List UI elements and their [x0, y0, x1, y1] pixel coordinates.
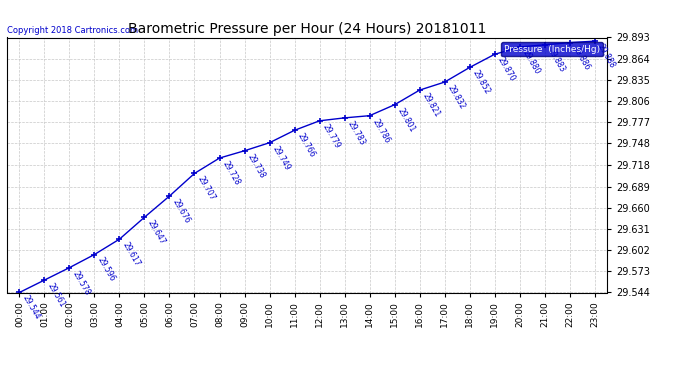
Text: 29.786: 29.786 — [371, 117, 392, 144]
Text: 29.561: 29.561 — [46, 282, 67, 309]
Text: 29.779: 29.779 — [321, 122, 342, 150]
Text: 29.728: 29.728 — [221, 159, 242, 187]
Text: 29.596: 29.596 — [96, 256, 117, 284]
Text: 29.617: 29.617 — [121, 240, 142, 268]
Text: 29.749: 29.749 — [271, 144, 292, 172]
Text: 29.888: 29.888 — [596, 42, 617, 70]
Text: 29.578: 29.578 — [71, 269, 92, 297]
Title: Barometric Pressure per Hour (24 Hours) 20181011: Barometric Pressure per Hour (24 Hours) … — [128, 22, 486, 36]
Text: 29.676: 29.676 — [171, 198, 192, 225]
Text: 29.870: 29.870 — [496, 56, 517, 83]
Text: 29.707: 29.707 — [196, 175, 217, 202]
Text: 29.544: 29.544 — [21, 294, 42, 321]
Text: 29.832: 29.832 — [446, 84, 467, 111]
Text: Copyright 2018 Cartronics.com: Copyright 2018 Cartronics.com — [7, 26, 138, 35]
Text: 29.738: 29.738 — [246, 152, 267, 180]
Legend: Pressure  (Inches/Hg): Pressure (Inches/Hg) — [501, 42, 602, 56]
Text: 29.880: 29.880 — [521, 48, 542, 76]
Text: 29.801: 29.801 — [396, 106, 417, 134]
Text: 29.783: 29.783 — [346, 119, 367, 147]
Text: 29.647: 29.647 — [146, 219, 167, 246]
Text: 29.766: 29.766 — [296, 132, 317, 159]
Text: 29.821: 29.821 — [421, 92, 442, 119]
Text: 29.852: 29.852 — [471, 69, 492, 96]
Text: 29.886: 29.886 — [571, 44, 592, 71]
Text: 29.883: 29.883 — [546, 46, 567, 74]
